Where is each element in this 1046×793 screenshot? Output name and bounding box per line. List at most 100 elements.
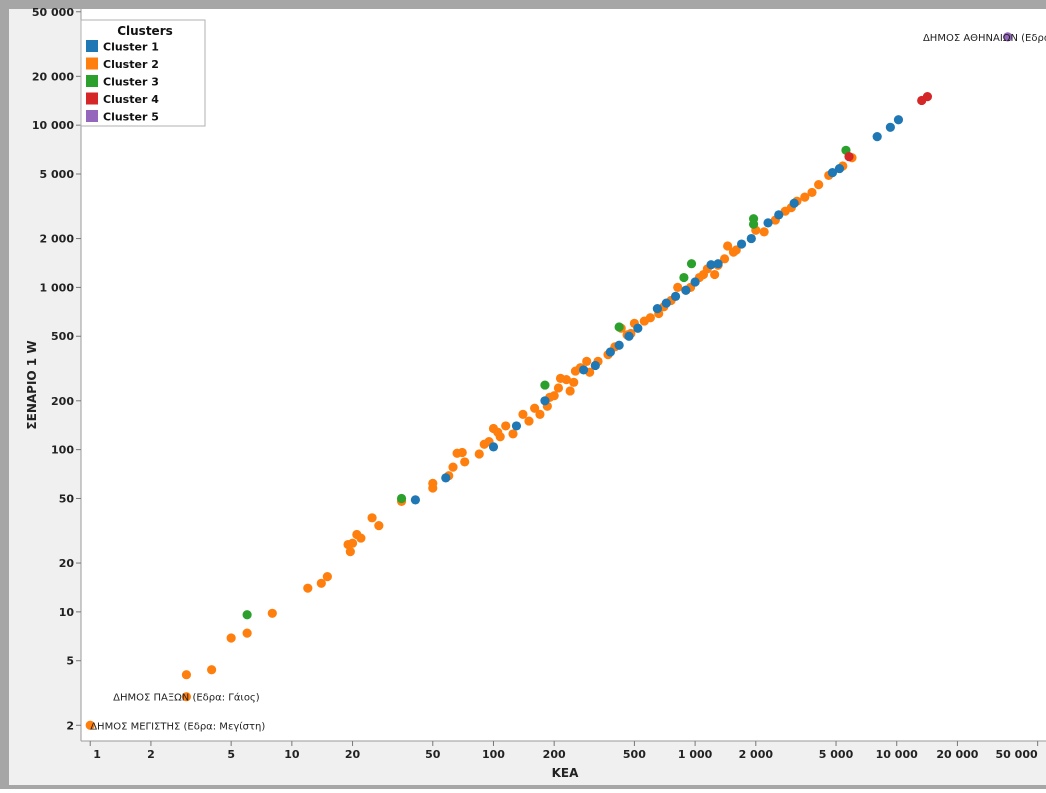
point-cluster-2[interactable] bbox=[800, 192, 810, 202]
point-cluster-2[interactable] bbox=[553, 383, 564, 393]
point-cluster-2[interactable] bbox=[316, 578, 326, 588]
point-cluster-2[interactable] bbox=[530, 403, 540, 413]
point-cluster-1[interactable] bbox=[624, 331, 634, 341]
point-cluster-2[interactable] bbox=[347, 538, 358, 548]
point-cluster-3[interactable] bbox=[686, 259, 697, 269]
point-cluster-1[interactable] bbox=[633, 323, 643, 333]
point-cluster-2[interactable] bbox=[582, 356, 592, 366]
point-cluster-1[interactable] bbox=[614, 340, 624, 350]
point-cluster-2[interactable] bbox=[723, 241, 733, 251]
legend-swatch bbox=[86, 57, 98, 70]
point-cluster-1[interactable] bbox=[885, 122, 895, 132]
point-cluster-2[interactable] bbox=[501, 421, 511, 431]
point-cluster-5[interactable] bbox=[1003, 32, 1013, 42]
point-cluster-1[interactable] bbox=[488, 442, 499, 452]
data-points bbox=[85, 32, 1013, 730]
point-cluster-1[interactable] bbox=[763, 218, 773, 228]
point-cluster-3[interactable] bbox=[540, 380, 550, 390]
point-cluster-2[interactable] bbox=[374, 521, 384, 531]
x-axis-title: ΚΕΑ bbox=[552, 766, 579, 780]
point-cluster-2[interactable] bbox=[303, 583, 313, 593]
point-cluster-1[interactable] bbox=[590, 360, 600, 371]
point-cluster-1[interactable] bbox=[441, 473, 451, 483]
point-cluster-2[interactable] bbox=[565, 386, 575, 396]
point-cluster-2[interactable] bbox=[457, 447, 467, 458]
point-cluster-2[interactable] bbox=[267, 608, 277, 618]
point-cluster-1[interactable] bbox=[410, 495, 421, 505]
point-cluster-2[interactable] bbox=[85, 720, 95, 730]
point-cluster-3[interactable] bbox=[242, 610, 252, 620]
legend-label: Cluster 3 bbox=[103, 76, 159, 89]
point-cluster-2[interactable] bbox=[495, 432, 505, 442]
point-cluster-2[interactable] bbox=[428, 478, 438, 488]
y-tick-label: 20 000 bbox=[32, 70, 74, 83]
legend-swatch bbox=[86, 92, 98, 105]
point-cluster-2[interactable] bbox=[345, 547, 355, 557]
point-cluster-1[interactable] bbox=[774, 210, 784, 220]
point-cluster-1[interactable] bbox=[834, 163, 845, 174]
point-cluster-3[interactable] bbox=[748, 214, 759, 224]
point-cluster-2[interactable] bbox=[367, 513, 377, 523]
point-cluster-1[interactable] bbox=[872, 132, 882, 142]
point-cluster-2[interactable] bbox=[759, 227, 769, 237]
point-cluster-2[interactable] bbox=[181, 692, 192, 702]
frame-left bbox=[0, 0, 9, 789]
point-cluster-2[interactable] bbox=[356, 533, 366, 543]
point-cluster-1[interactable] bbox=[652, 304, 662, 314]
point-cluster-1[interactable] bbox=[605, 347, 615, 357]
point-cluster-2[interactable] bbox=[710, 269, 720, 280]
point-cluster-3[interactable] bbox=[614, 322, 624, 332]
point-cluster-2[interactable] bbox=[474, 449, 484, 459]
point-cluster-2[interactable] bbox=[569, 377, 579, 387]
y-axis-gutter bbox=[9, 9, 81, 785]
point-cluster-2[interactable] bbox=[719, 254, 730, 264]
point-cluster-3[interactable] bbox=[679, 272, 689, 283]
point-annotations: ΔΗΜΟΣ ΑΘΗΝΑΙΩΝ (Εδρα: Αθήνα) ΔΗΜΟΣ ΠΑΞΩΝ … bbox=[90, 32, 1046, 732]
point-cluster-1[interactable] bbox=[789, 198, 799, 208]
x-tick-label: 10 bbox=[284, 748, 300, 761]
point-cluster-2[interactable] bbox=[226, 633, 236, 643]
legend-label: Cluster 4 bbox=[103, 93, 159, 106]
legend-box bbox=[80, 19, 206, 127]
point-cluster-2[interactable] bbox=[322, 571, 332, 582]
point-cluster-2[interactable] bbox=[673, 282, 683, 293]
point-cluster-2[interactable] bbox=[448, 462, 458, 472]
point-cluster-2[interactable] bbox=[549, 391, 559, 401]
point-cluster-1[interactable] bbox=[713, 259, 723, 269]
point-cluster-2[interactable] bbox=[181, 670, 192, 680]
point-cluster-2[interactable] bbox=[561, 375, 572, 385]
point-cluster-3[interactable] bbox=[396, 493, 407, 504]
point-cluster-1[interactable] bbox=[736, 239, 747, 249]
y-axis-title: ΣΕΝΑΡΙΟ 1 W bbox=[25, 340, 39, 429]
point-cluster-2[interactable] bbox=[535, 409, 545, 419]
point-cluster-2[interactable] bbox=[207, 665, 217, 675]
point-cluster-1[interactable] bbox=[511, 421, 522, 431]
point-cluster-4[interactable] bbox=[844, 152, 854, 162]
point-cluster-2[interactable] bbox=[242, 628, 252, 638]
point-cluster-1[interactable] bbox=[706, 260, 716, 270]
point-cluster-2[interactable] bbox=[731, 245, 741, 255]
point-cluster-2[interactable] bbox=[814, 180, 824, 190]
y-tick-label: 5 000 bbox=[40, 168, 75, 181]
point-cluster-1[interactable] bbox=[893, 115, 904, 125]
point-cluster-2[interactable] bbox=[524, 416, 534, 426]
legend-swatch bbox=[86, 40, 98, 52]
x-tick-label: 5 000 bbox=[819, 748, 854, 761]
point-cluster-1[interactable] bbox=[827, 168, 838, 178]
point-cluster-1[interactable] bbox=[540, 396, 550, 406]
point-cluster-2[interactable] bbox=[508, 429, 518, 439]
x-tick-label: 200 bbox=[543, 748, 566, 761]
point-cluster-2[interactable] bbox=[645, 313, 655, 323]
point-cluster-1[interactable] bbox=[670, 291, 681, 302]
frame-top bbox=[0, 0, 1046, 9]
point-cluster-4[interactable] bbox=[922, 91, 933, 102]
point-cluster-1[interactable] bbox=[661, 298, 671, 308]
point-cluster-1[interactable] bbox=[746, 233, 756, 244]
point-cluster-2[interactable] bbox=[807, 187, 817, 198]
point-cluster-2[interactable] bbox=[518, 409, 528, 419]
point-cluster-1[interactable] bbox=[690, 277, 700, 287]
point-cluster-1[interactable] bbox=[579, 365, 589, 375]
point-cluster-2[interactable] bbox=[460, 457, 470, 467]
point-cluster-1[interactable] bbox=[681, 285, 691, 295]
